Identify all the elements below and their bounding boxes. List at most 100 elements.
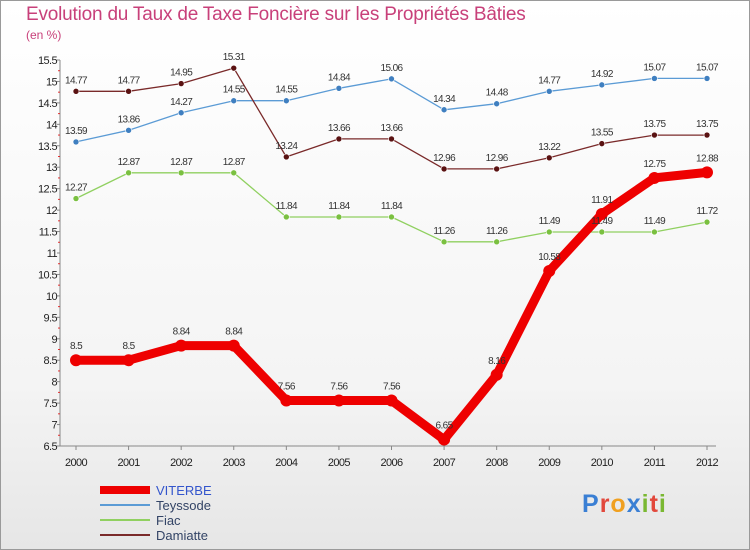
teyssode-data-label: 13.86	[118, 114, 141, 125]
fiac-data-label: 11.84	[381, 201, 403, 212]
fiac-data-point	[545, 228, 553, 236]
logo-letter: r	[599, 490, 611, 518]
damiatte-data-point	[72, 88, 80, 95]
viterbe-data-point	[385, 394, 398, 407]
teyssode-data-point	[230, 97, 238, 105]
y-tick-label: 14.5	[38, 98, 57, 110]
fiac-data-point	[230, 169, 238, 177]
y-tick-label: 8	[51, 377, 57, 389]
fiac-data-label: 12.27	[65, 183, 88, 194]
fiac-data-point	[335, 213, 343, 221]
damiatte-data-point	[440, 165, 448, 173]
y-tick-label: 7.5	[44, 398, 58, 410]
axes: 6.5 7 7.5 8 8.5 9 9.5 10 10.5 11 11.5 12 12.5 13 13.5 1…	[38, 55, 719, 469]
teyssode-data-point	[177, 109, 185, 117]
viterbe-data-point	[122, 354, 135, 367]
legend-label-fiac: Fiac	[156, 513, 181, 528]
y-tick-label: 6.5	[44, 441, 58, 453]
x-tick-label: 2011	[644, 457, 666, 469]
legend-swatch-viterbe	[100, 486, 150, 494]
teyssode-data-label: 14.92	[591, 69, 614, 80]
y-tick-label: 15	[46, 76, 58, 88]
logo-letter: i	[641, 490, 650, 518]
legend-swatch-damiatte	[100, 534, 150, 536]
x-tick-label: 2004	[275, 457, 298, 469]
viterbe-data-point	[543, 265, 556, 278]
teyssode-data-point	[283, 97, 290, 105]
damiatte-data-label: 13.75	[643, 119, 666, 130]
logo-letter: o	[610, 490, 627, 518]
teyssode-data-label: 14.55	[275, 85, 298, 96]
fiac-data-label: 11.72	[696, 206, 718, 217]
y-tick-label: 10	[46, 291, 58, 303]
damiatte-data-label: 13.24	[275, 141, 298, 152]
x-tick-label: 2003	[223, 457, 246, 469]
fiac-data-point	[651, 228, 658, 236]
viterbe-data-label: 8.16	[488, 356, 506, 367]
fiac-data-point	[177, 169, 185, 177]
logo-letter: t	[649, 490, 659, 518]
legend-label-teyssode: Teyssode	[156, 498, 211, 513]
teyssode-data-label: 14.34	[433, 94, 456, 105]
damiatte-data-label: 13.75	[696, 119, 719, 130]
x-tick-label: 2000	[65, 457, 88, 469]
y-tick-label: 14	[46, 119, 58, 131]
damiatte-data-point	[598, 140, 606, 147]
fiac-data-point	[440, 238, 448, 246]
x-tick-label: 2005	[328, 457, 351, 469]
x-tick-label: 2008	[486, 457, 509, 469]
teyssode-data-point	[440, 106, 448, 114]
damiatte-data-point	[703, 131, 711, 139]
viterbe-data-point	[701, 166, 713, 179]
teyssode-data-point	[493, 100, 500, 108]
x-tick-label: 2002	[170, 457, 193, 469]
fiac-data-label: 12.87	[170, 157, 193, 168]
y-tick-label: 11	[47, 248, 58, 260]
teyssode-data-point	[335, 85, 343, 92]
fiac-data-point	[493, 238, 500, 246]
damiatte-data-label: 13.66	[380, 123, 403, 134]
viterbe-data-point	[648, 171, 661, 184]
fiac-data-label: 12.87	[223, 157, 246, 168]
teyssode-data-label: 15.06	[380, 63, 403, 74]
viterbe-data-point	[280, 394, 293, 407]
fiac-data-label: 11.26	[486, 226, 508, 237]
damiatte-data-label: 14.95	[170, 68, 193, 79]
damiatte-data-point	[177, 80, 185, 87]
viterbe-data-label: 8.84	[225, 327, 243, 338]
viterbe-data-point	[490, 368, 503, 381]
teyssode-data-point	[388, 75, 395, 83]
chart-unit: (en %)	[26, 28, 62, 42]
damiatte-data-point	[230, 64, 238, 72]
teyssode-data-point	[545, 88, 553, 95]
damiatte-data-point	[335, 135, 343, 143]
viterbe-data-label: 7.56	[330, 382, 348, 393]
proxiti-logo: Proxiti	[582, 490, 667, 519]
fiac-data-point	[125, 169, 132, 177]
teyssode-data-label: 14.48	[486, 88, 509, 99]
damiatte-data-label: 12.96	[433, 153, 456, 164]
teyssode-data-point	[598, 81, 606, 89]
fiac-data-label: 11.26	[433, 226, 455, 237]
fiac-data-label: 11.49	[539, 216, 561, 227]
fiac-data-point	[72, 195, 80, 202]
viterbe-data-label: 10.58	[538, 252, 561, 263]
chart-title: Evolution du Taux de Taxe Foncière sur l…	[26, 4, 526, 25]
logo-letter: i	[658, 490, 667, 518]
y-tick-label: 9	[51, 334, 57, 346]
damiatte-data-point	[651, 131, 658, 139]
viterbe-data-point	[175, 339, 188, 352]
viterbe-data-label: 12.88	[696, 153, 719, 164]
y-tick-label: 15.5	[38, 55, 57, 67]
y-tick-label: 7	[51, 420, 57, 432]
damiatte-data-label: 14.77	[118, 75, 141, 86]
x-tick-label: 2010	[591, 457, 614, 469]
damiatte-data-label: 15.31	[223, 52, 246, 63]
damiatte-data-point	[125, 88, 132, 95]
viterbe-data-label: 7.56	[383, 382, 401, 393]
viterbe-data-label: 8.5	[123, 341, 136, 352]
x-tick-label: 2009	[538, 457, 561, 469]
viterbe-data-point	[227, 339, 240, 352]
